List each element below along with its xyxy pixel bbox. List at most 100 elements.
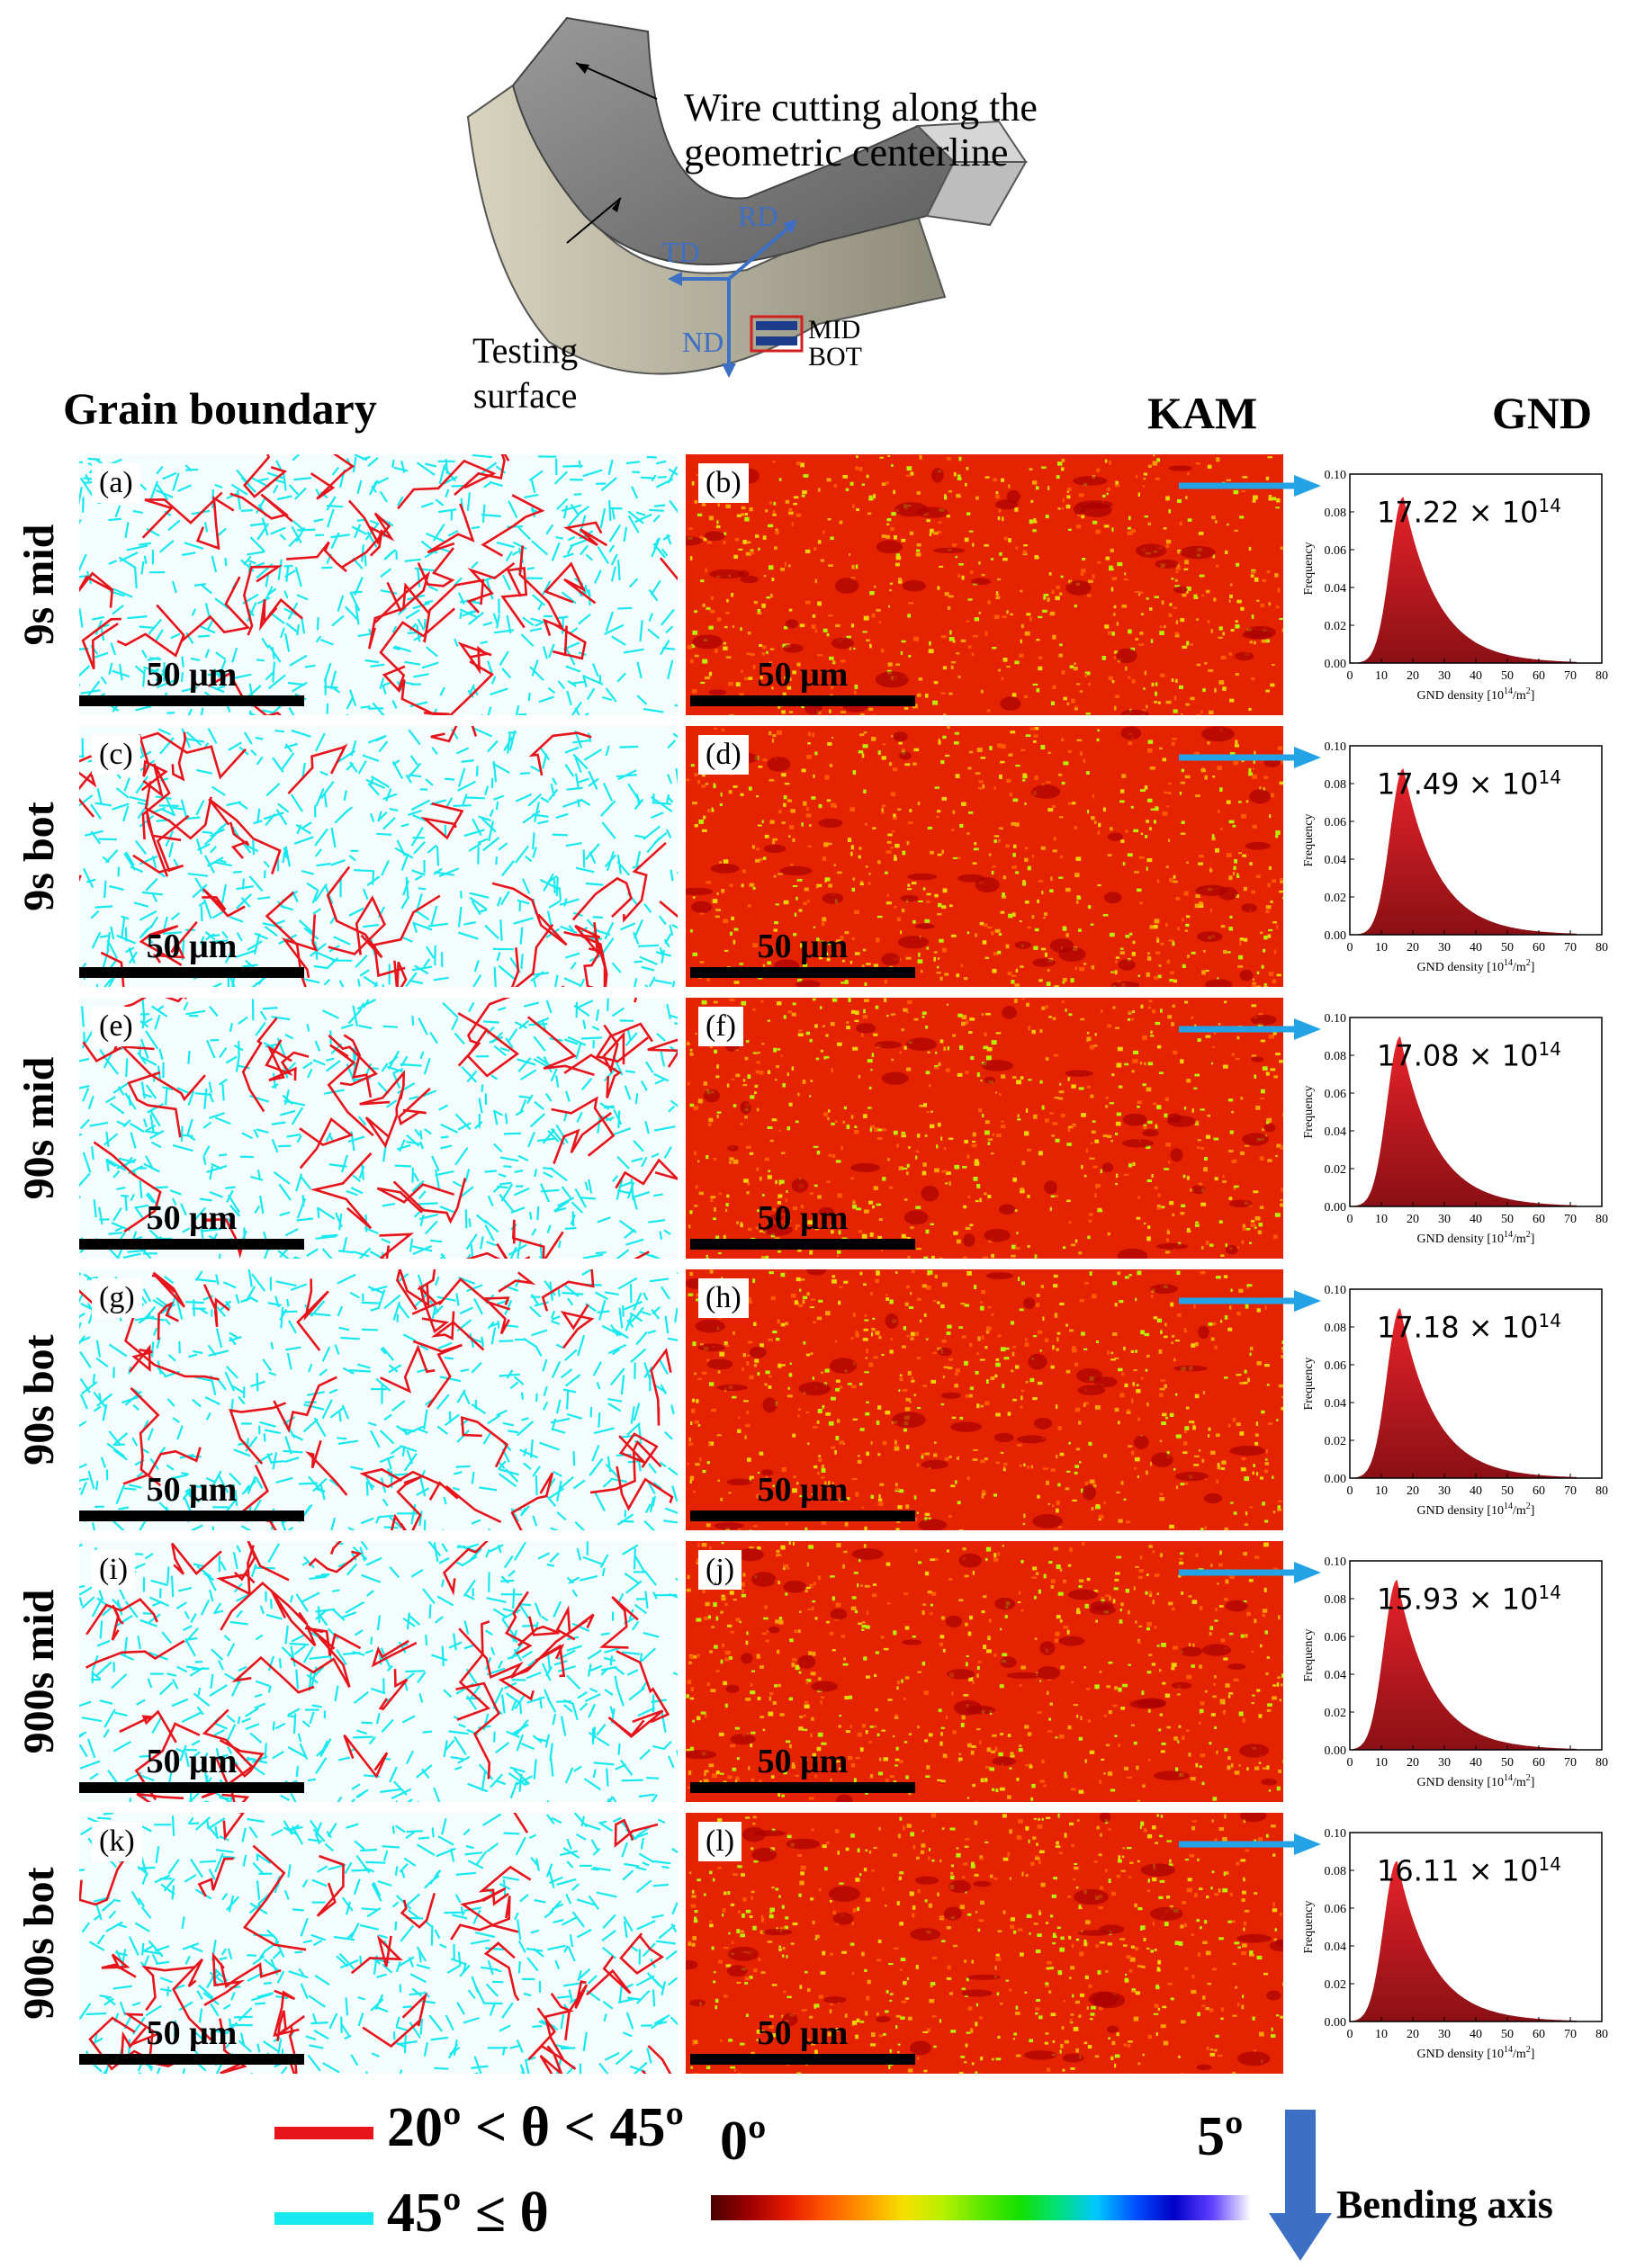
row-label: 9s mid (15, 524, 63, 646)
x-tick-label: 70 (1564, 941, 1577, 955)
x-tick-label: 80 (1596, 1756, 1608, 1770)
x-tick-label: 30 (1438, 669, 1451, 683)
x-tick-label: 0 (1347, 2028, 1353, 2041)
arrow-icon (1179, 472, 1323, 504)
x-tick-label: 60 (1533, 1756, 1545, 1770)
x-tick-label: 80 (1596, 669, 1608, 683)
y-tick-label: 0.06 (1325, 1088, 1347, 1101)
y-tick-label: 0.00 (1325, 1473, 1347, 1486)
y-tick-label: 0.10 (1325, 740, 1347, 754)
kam-map (686, 998, 1283, 1259)
arrow-icon (1179, 1287, 1323, 1319)
gnd-histogram-panel: 0.00 0.02 0.04 0.06 0.08 0.10 0 10 20 30 40 50 60 70 8… (1296, 1813, 1638, 2074)
y-axis-label: Frequency (1302, 1628, 1316, 1681)
gnd-histogram-panel: 0.00 0.02 0.04 0.06 0.08 0.10 0 10 20 30 40 50 60 70 8… (1296, 726, 1638, 987)
y-tick-label: 0.06 (1325, 1359, 1347, 1373)
arrow-icon (1179, 744, 1323, 775)
panel-label: (k) (92, 1822, 142, 1861)
kam-colorbar (711, 2195, 1251, 2220)
gnd-mean-value: 17.22 (1377, 495, 1460, 530)
scale-bar-text: 50 μm (757, 1199, 849, 1237)
scale-bar: 50 μm (690, 1471, 915, 1521)
y-tick-label: 0.06 (1325, 1631, 1347, 1645)
gnd-histogram-panel: 0.00 0.02 0.04 0.06 0.08 0.10 0 10 20 30 40 50 60 70 8… (1296, 998, 1638, 1259)
kam-map (686, 454, 1283, 715)
gnd-mean-multiplier: × 10 (1468, 766, 1539, 802)
x-tick-label: 50 (1501, 941, 1514, 955)
gnd-histogram: 0.00 0.02 0.04 0.06 0.08 0.10 0 10 20 30 40 50 60 70 8… (1302, 740, 1608, 974)
scale-bar: 50 μm (79, 1471, 304, 1521)
y-axis-label: Frequency (1302, 1357, 1316, 1410)
y-axis-label: Frequency (1302, 813, 1316, 866)
row-label: 900s bot (15, 1867, 63, 2020)
y-tick-label: 0.00 (1325, 1744, 1347, 1758)
y-tick-label: 0.08 (1325, 1322, 1347, 1335)
y-tick-label: 0.10 (1325, 1555, 1347, 1569)
panel-label: (i) (92, 1550, 136, 1590)
bending-axis-arrow (1269, 2110, 1332, 2263)
x-tick-label: 20 (1407, 669, 1419, 683)
scale-bar: 50 μm (79, 656, 304, 706)
gnd-mean-multiplier: × 10 (1468, 495, 1539, 530)
x-tick-label: 30 (1438, 1213, 1451, 1226)
gnd-mean-multiplier: × 10 (1468, 1582, 1539, 1617)
kam-map (686, 1813, 1283, 2074)
x-axis-label: GND density [1014/m2] (1417, 686, 1535, 703)
x-tick-label: 70 (1564, 1213, 1577, 1226)
x-tick-label: 60 (1533, 669, 1545, 683)
row-label: 9s bot (15, 802, 63, 911)
panel-label: (j) (698, 1550, 742, 1590)
gnd-histogram-panel: 0.00 0.02 0.04 0.06 0.08 0.10 0 10 20 30 40 50 60 70 8… (1296, 1541, 1638, 1802)
x-tick-label: 10 (1375, 1484, 1388, 1498)
y-tick-label: 0.04 (1325, 1669, 1347, 1682)
scale-bar-text: 50 μm (757, 928, 849, 965)
scale-bar-text: 50 μm (757, 1471, 849, 1509)
panel-label: (e) (92, 1007, 140, 1046)
y-tick-label: 0.08 (1325, 506, 1347, 520)
x-tick-label: 60 (1533, 1484, 1545, 1498)
scale-bar-text: 50 μm (146, 1199, 238, 1237)
gnd-histogram: 0.00 0.02 0.04 0.06 0.08 0.10 0 10 20 30 40 50 60 70 8… (1302, 1012, 1608, 1246)
y-tick-label: 0.00 (1325, 929, 1347, 943)
panel-label: (d) (698, 735, 749, 775)
kam-panel: (f) 50 μm (686, 998, 1283, 1259)
gnd-mean-multiplier: × 10 (1468, 1310, 1539, 1345)
x-axis-label: GND density [1014/m2] (1417, 958, 1535, 974)
kam-panel: (j) 50 μm (686, 1541, 1283, 1802)
grain-boundary-map (79, 998, 678, 1259)
x-axis-label: GND density [1014/m2] (1417, 1773, 1535, 1789)
y-tick-label: 0.04 (1325, 1397, 1347, 1411)
gnd-mean-value: 15.93 (1377, 1582, 1460, 1617)
gnd-mean-exponent: 14 (1538, 1853, 1561, 1875)
x-tick-label: 70 (1564, 2028, 1577, 2041)
y-tick-label: 0.02 (1325, 1163, 1347, 1177)
x-tick-label: 50 (1501, 1756, 1514, 1770)
x-tick-label: 40 (1470, 2028, 1482, 2041)
grain-boundary-panel: (e) 50 μm (79, 998, 678, 1259)
legend-cyan: 45º ≤ θ (274, 2182, 697, 2254)
x-tick-label: 40 (1470, 1484, 1482, 1498)
gnd-mean-label: 17.18 × 1014 (1377, 1310, 1561, 1345)
x-tick-label: 10 (1375, 1213, 1388, 1226)
x-tick-label: 10 (1375, 2028, 1388, 2041)
grain-boundary-panel: (g) 50 μm (79, 1269, 678, 1530)
axis-td-label: TD (661, 236, 700, 268)
y-tick-label: 0.06 (1325, 1903, 1347, 1916)
panel-label: (h) (698, 1278, 749, 1318)
x-tick-label: 20 (1407, 1484, 1419, 1498)
x-axis-label: GND density [1014/m2] (1417, 2045, 1535, 2061)
axis-rd-label: RD (738, 200, 778, 232)
x-tick-label: 20 (1407, 2028, 1419, 2041)
gnd-mean-exponent: 14 (1538, 1582, 1561, 1603)
wire-cutting-annotation: Wire cutting along the geometric centerl… (684, 85, 1038, 175)
y-tick-label: 0.10 (1325, 1284, 1347, 1297)
y-tick-label: 0.02 (1325, 892, 1347, 905)
gnd-mean-multiplier: × 10 (1468, 1038, 1539, 1073)
x-tick-label: 30 (1438, 1484, 1451, 1498)
y-tick-label: 0.04 (1325, 1941, 1347, 1954)
legend-red: 20º < θ < 45º (274, 2096, 697, 2168)
arrow-icon (1179, 1559, 1323, 1591)
y-tick-label: 0.08 (1325, 1593, 1347, 1607)
y-tick-label: 0.04 (1325, 1125, 1347, 1139)
scale-bar: 50 μm (690, 1199, 915, 1250)
